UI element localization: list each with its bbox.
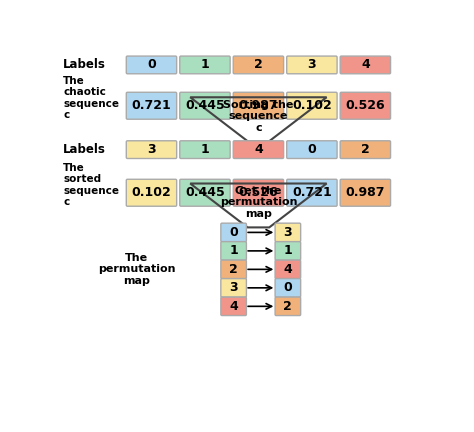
Text: Labels: Labels [63,58,106,71]
Text: 4: 4 [283,263,292,276]
FancyBboxPatch shape [287,179,337,206]
Text: 0: 0 [147,58,156,71]
Text: 0.721: 0.721 [132,99,171,112]
FancyBboxPatch shape [233,92,283,119]
Text: 0: 0 [283,281,292,294]
Text: 0.987: 0.987 [346,186,385,199]
FancyBboxPatch shape [340,141,391,159]
Text: The
permutation
map: The permutation map [98,253,175,286]
FancyBboxPatch shape [180,179,230,206]
Text: 2: 2 [283,300,292,313]
Text: 3: 3 [283,226,292,239]
Text: 1: 1 [201,143,210,156]
FancyBboxPatch shape [275,260,301,279]
FancyBboxPatch shape [275,279,301,297]
Text: 0.721: 0.721 [292,186,332,199]
FancyBboxPatch shape [233,141,283,159]
Text: The
sorted
sequence
c: The sorted sequence c [63,163,119,207]
FancyBboxPatch shape [275,241,301,260]
FancyBboxPatch shape [233,179,283,206]
FancyBboxPatch shape [180,141,230,159]
Text: 0.445: 0.445 [185,99,225,112]
FancyBboxPatch shape [221,279,246,297]
Text: 2: 2 [254,58,263,71]
Text: 0: 0 [308,143,316,156]
Text: The
chaotic
sequence
c: The chaotic sequence c [63,76,119,121]
Text: Get the
permutation
map: Get the permutation map [219,186,297,219]
FancyBboxPatch shape [233,56,283,74]
FancyBboxPatch shape [221,223,246,241]
Text: 2: 2 [361,143,370,156]
Text: Labels: Labels [63,143,106,156]
FancyBboxPatch shape [287,92,337,119]
FancyBboxPatch shape [275,297,301,315]
FancyBboxPatch shape [180,56,230,74]
Text: 3: 3 [308,58,316,71]
FancyBboxPatch shape [340,179,391,206]
Text: 0.526: 0.526 [238,186,278,199]
Text: 4: 4 [361,58,370,71]
Text: 1: 1 [201,58,210,71]
Text: 0.102: 0.102 [132,186,171,199]
FancyBboxPatch shape [180,92,230,119]
Text: 0.102: 0.102 [292,99,332,112]
Text: 3: 3 [147,143,156,156]
Text: 0.445: 0.445 [185,186,225,199]
Text: Sorting the
sequence
c: Sorting the sequence c [223,99,293,133]
Text: 0: 0 [229,226,238,239]
FancyBboxPatch shape [340,92,391,119]
FancyBboxPatch shape [221,297,246,315]
FancyBboxPatch shape [287,56,337,74]
Text: 4: 4 [229,300,238,313]
Text: 4: 4 [254,143,263,156]
FancyBboxPatch shape [126,56,177,74]
Text: 3: 3 [229,281,238,294]
FancyBboxPatch shape [340,56,391,74]
Text: 2: 2 [229,263,238,276]
Text: 0.526: 0.526 [346,99,385,112]
FancyBboxPatch shape [126,92,177,119]
FancyBboxPatch shape [287,141,337,159]
FancyBboxPatch shape [275,223,301,241]
Text: 0.987: 0.987 [239,99,278,112]
FancyBboxPatch shape [221,260,246,279]
Text: 1: 1 [283,245,292,257]
FancyBboxPatch shape [221,241,246,260]
FancyBboxPatch shape [126,141,177,159]
FancyBboxPatch shape [126,179,177,206]
Text: 1: 1 [229,245,238,257]
